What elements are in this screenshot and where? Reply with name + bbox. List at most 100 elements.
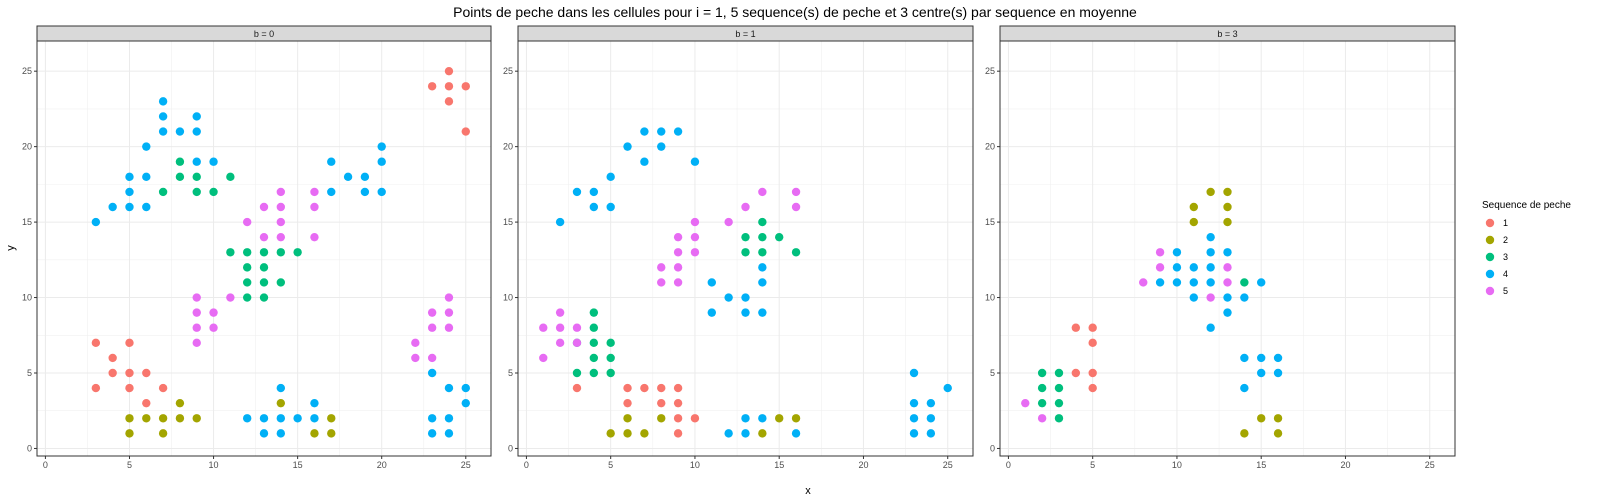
data-point [427,429,437,438]
data-point [91,217,101,227]
x-tick-label: 15 [293,460,303,470]
data-point [444,323,454,332]
x-tick-label: 15 [1256,460,1266,470]
y-tick-label: 25 [985,66,995,76]
data-point [640,429,649,438]
data-point [259,248,269,257]
data-point [242,217,252,227]
data-point [1139,278,1148,287]
data-point [175,127,185,136]
data-point [1240,383,1249,393]
data-point [276,429,286,438]
data-point [461,127,470,136]
data-point [125,429,134,438]
y-tick-label: 5 [990,368,995,378]
data-point [1206,187,1215,197]
data-point [158,414,168,423]
x-tick-label: 5 [127,460,132,470]
y-tick-label: 25 [503,66,513,76]
data-point [657,278,666,287]
data-point [758,429,767,438]
data-point [1273,414,1283,423]
data-point [142,202,151,212]
data-point [1206,232,1215,242]
data-point [427,353,437,363]
data-point [1037,414,1047,423]
data-point [1223,293,1232,302]
data-point [1206,263,1215,272]
data-point [758,263,767,272]
data-point [1257,368,1266,378]
data-point [259,293,269,302]
data-point [1273,368,1283,378]
data-point [276,217,286,227]
data-point [909,368,919,378]
data-point [623,383,632,393]
data-point [1273,353,1283,363]
data-point [259,263,269,272]
data-point [791,202,801,212]
data-point [158,383,168,393]
panel-border [999,40,1456,457]
data-point [1088,338,1097,348]
data-point [108,202,117,212]
data-point [1071,323,1081,332]
data-point [690,414,700,423]
data-point [606,368,615,378]
data-point [360,187,370,197]
data-point [1071,368,1081,378]
series-3 [572,217,801,378]
y-tick-label: 5 [508,368,513,378]
series-5 [1021,248,1232,423]
data-point [1257,353,1266,363]
data-point [411,353,420,363]
data-point [1054,414,1064,423]
panel-strip-label: b = 3 [1217,29,1237,39]
data-point [1088,368,1097,378]
data-point [572,383,582,393]
data-point [572,368,582,378]
data-point [377,187,386,197]
series-4 [1155,232,1283,393]
data-point [444,383,454,393]
y-tick-label: 20 [985,142,995,152]
panel-border [36,40,492,457]
data-point [1273,429,1283,438]
data-point [775,232,784,242]
data-point [444,293,454,302]
data-point [539,323,548,332]
data-point [377,142,386,151]
data-point [91,338,101,348]
data-point [1206,323,1215,332]
data-point [657,263,666,272]
data-point [91,383,101,393]
data-point [1257,414,1266,423]
legend-key-1 [1485,218,1495,228]
data-point [192,414,201,423]
data-point [343,172,353,182]
data-point [707,278,716,287]
data-point [758,248,767,257]
data-point [758,414,767,423]
data-point [360,172,370,182]
data-point [1206,248,1215,257]
data-point [589,368,599,378]
data-point [741,429,750,438]
data-point [909,429,919,438]
x-tick-label: 5 [608,460,613,470]
data-point [142,398,151,408]
data-point [427,308,437,317]
data-point [758,217,767,227]
data-point [242,248,252,257]
data-point [125,383,134,393]
data-point [1155,278,1165,287]
panel-border [517,40,974,457]
data-point [555,308,565,317]
y-tick-label: 25 [22,66,32,76]
data-point [444,429,454,438]
data-point [791,414,801,423]
data-point [758,278,767,287]
data-point [209,323,218,332]
y-tick-label: 0 [27,443,32,453]
data-point [158,187,168,197]
